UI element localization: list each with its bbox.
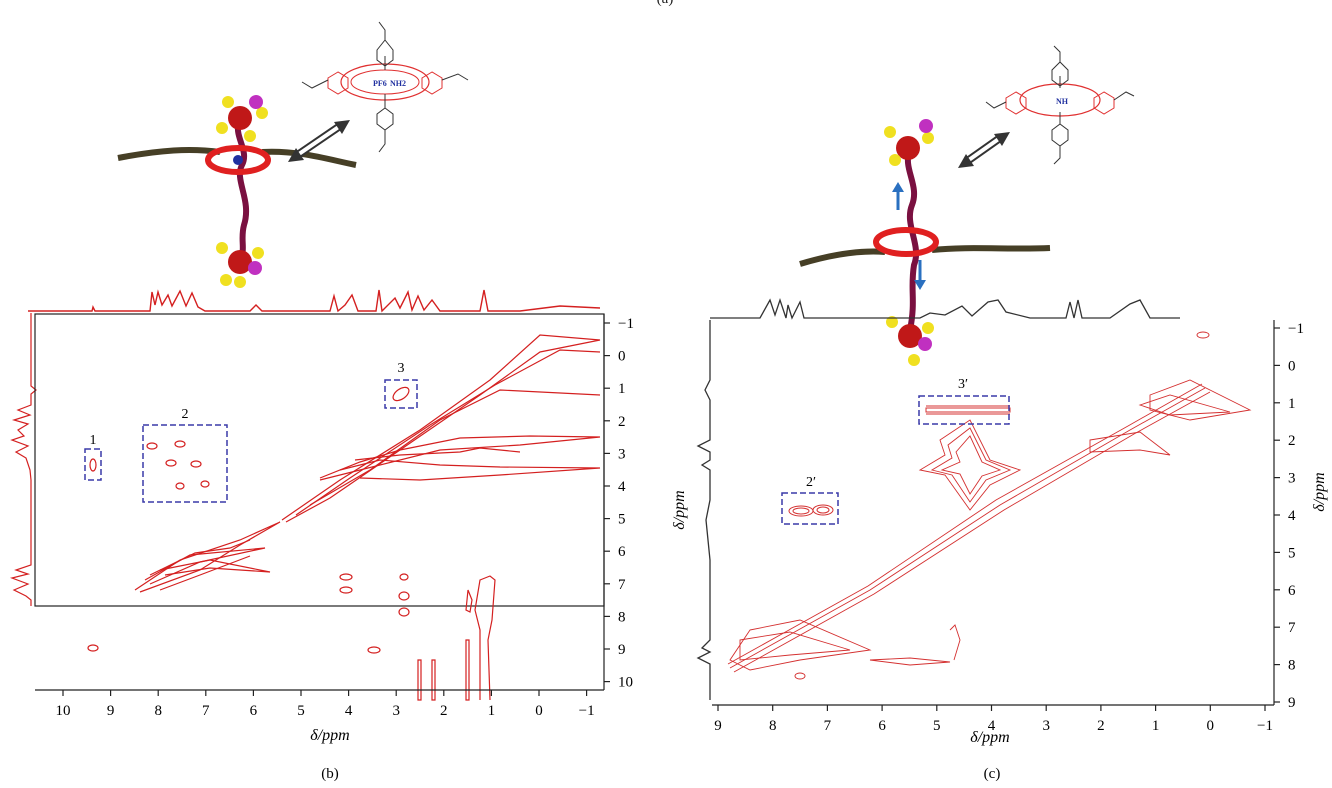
y-axis-c-tick-label: 8: [1288, 658, 1296, 674]
y-axis-b-tick-label: 9: [618, 642, 626, 658]
region-box-3prime: [918, 395, 1010, 425]
y-axis-b-tick-label: 3: [618, 446, 626, 462]
y-axis-label-c: δ/ppm: [671, 490, 688, 529]
x-axis-c-tick-label: −1: [1257, 718, 1273, 734]
y-axis-b-tick-label: 4: [618, 479, 626, 495]
y-axis-label-c-right: δ/ppm: [1311, 472, 1328, 511]
region-box-3: [384, 379, 418, 409]
x-axis-b-tick-label: 7: [202, 703, 210, 719]
y-axis-c-tick-label: −1: [1288, 321, 1304, 337]
left-projection-c: [696, 320, 712, 700]
schematic-b: PF6 NH2: [117, 21, 469, 288]
y-axis-c-tick-label: 7: [1288, 620, 1296, 636]
x-axis-c-tick-label: 8: [769, 718, 777, 734]
x-axis-b-tick-label: 10: [56, 703, 71, 719]
x-axis-c-tick-label: 7: [824, 718, 832, 734]
x-axis-b-tick-label: 0: [535, 703, 543, 719]
x-axis-b-tick-label: 8: [154, 703, 162, 719]
region-box-2: [142, 424, 228, 503]
crosspeaks-c: [788, 405, 1011, 517]
y-axis-c-tick-label: 0: [1288, 358, 1296, 374]
figure-caption-c: (c): [984, 766, 1001, 782]
x-axis-c-tick-label: 1: [1152, 718, 1160, 734]
macrocycle-ring-c-icon: [873, 227, 939, 257]
x-axis-c-tick-label: 5: [933, 718, 941, 734]
region-label-1: 1: [90, 433, 97, 448]
schematic-c: NH: [799, 45, 1135, 366]
x-axis-b-tick-label: 5: [297, 703, 305, 719]
y-axis-b-tick-label: 8: [618, 609, 626, 625]
macrocycle-ring-icon: [205, 145, 271, 175]
x-axis-b-tick-label: 6: [250, 703, 258, 719]
region-label-3: 3: [398, 361, 405, 376]
x-axis-label-b: δ/ppm: [310, 727, 349, 744]
y-axis-b-tick-label: 5: [618, 512, 626, 528]
anion-label: PF6: [373, 79, 387, 88]
contours-b: [134, 334, 601, 593]
x-axis-c-tick-label: 6: [878, 718, 886, 734]
y-axis-c-tick-label: 2: [1288, 433, 1296, 449]
plot-area-b: [34, 313, 605, 607]
x-axis-b-tick-label: 9: [107, 703, 115, 719]
figure-caption-b: (b): [321, 766, 339, 782]
panel-c: NH δ/ppm 2′ 3′ 9 8 7 6 5 4 3 2 1 0 −1: [671, 45, 1328, 782]
y-axis-c-tick-label: 5: [1288, 545, 1296, 561]
region-box-2prime: [781, 492, 839, 525]
crosspeaks-b: [87, 386, 496, 701]
top-projection-c: [710, 297, 1180, 320]
x-axis-b-tick-label: 1: [488, 703, 496, 719]
y-axis-b-tick-label: 7: [618, 577, 626, 593]
x-axis-b-tick-label: 2: [440, 703, 448, 719]
region-box-1: [84, 448, 102, 481]
x-axis-c-tick-label: 0: [1207, 718, 1215, 734]
ammonium-label: NH2: [390, 79, 406, 88]
region-label-2prime: 2′: [806, 475, 816, 490]
panel-b: PF6 NH2: [9, 21, 634, 782]
top-projection-b: [28, 289, 601, 313]
x-axis-c-tick-label: 4: [988, 718, 996, 734]
y-axis-c-tick-label: 6: [1288, 583, 1296, 599]
y-axis-c-tick-label: 3: [1288, 471, 1296, 487]
y-axis-b-tick-label: −1: [618, 316, 634, 332]
region-label-2: 2: [182, 407, 189, 422]
region-label-3prime: 3′: [958, 377, 968, 392]
x-axis-c-tick-label: 9: [714, 718, 722, 734]
y-axis-b-tick-label: 2: [618, 414, 626, 430]
ammonium-label-c: NH: [1056, 97, 1069, 106]
y-axis-c-tick-label: 4: [1288, 508, 1296, 524]
y-axis-b-tick-label: 6: [618, 544, 626, 560]
x-axis-b-tick-label: 4: [345, 703, 353, 719]
x-axis-b-tick-label: 3: [392, 703, 400, 719]
y-axis-c-tick-label: 1: [1288, 396, 1296, 412]
left-projection-b: [9, 313, 37, 606]
x-axis-c-tick-label: 3: [1042, 718, 1050, 734]
region-boxes-b: [84, 379, 418, 503]
x-axis-b-tick-label: −1: [579, 703, 595, 719]
x-axis-label-c: δ/ppm: [970, 729, 1009, 746]
contours-c: [727, 331, 1252, 680]
y-axis-b-tick-label: 10: [618, 675, 633, 691]
y-axis-b-tick-label: 0: [618, 349, 626, 365]
y-axis-c-tick-label: 9: [1288, 695, 1296, 711]
x-axis-c-tick-label: 2: [1097, 718, 1105, 734]
region-boxes-c: [781, 395, 1010, 525]
figure-caption-a: (a): [650, 0, 680, 8]
y-axis-b-tick-label: 1: [618, 381, 626, 397]
